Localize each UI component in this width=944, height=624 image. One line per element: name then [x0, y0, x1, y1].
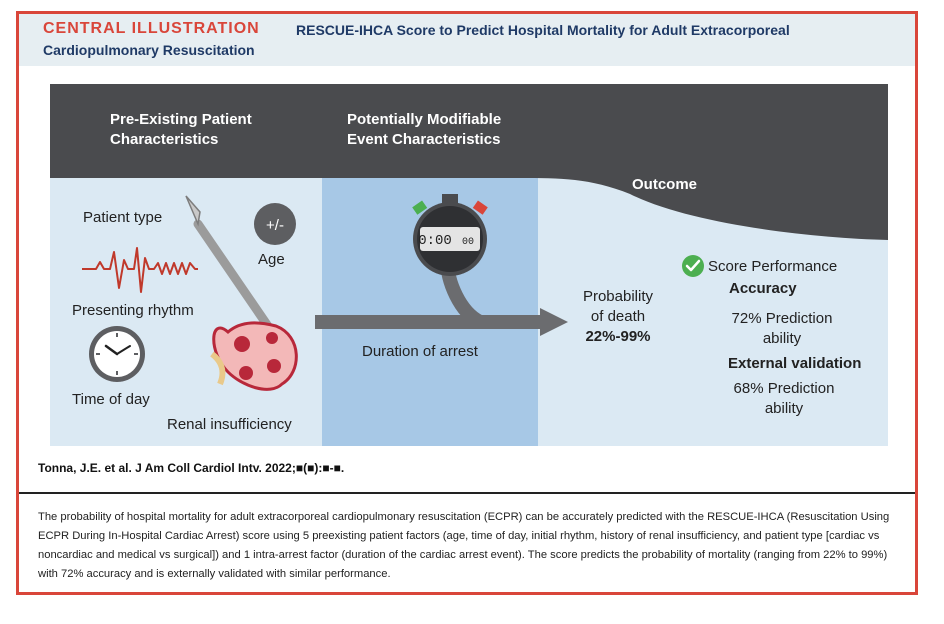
score-performance-label: Score Performance	[708, 258, 838, 275]
accuracy-value: 72% Prediction ability	[731, 310, 833, 347]
title-line-1: RESCUE-IHCA Score to Predict Hospital Mo…	[296, 22, 790, 38]
time-of-day-label: Time of day	[72, 391, 150, 408]
patient-type-label: Patient type	[83, 209, 163, 226]
checkmark-icon	[682, 255, 704, 277]
clock-icon	[89, 326, 145, 382]
presenting-rhythm-label: Presenting rhythm	[72, 302, 194, 319]
citation: Tonna, J.E. et al. J Am Coll Cardiol Int…	[38, 461, 345, 475]
pre-existing-heading: Pre-Existing Patient Characteristics	[110, 111, 252, 148]
ecg-rhythm-icon	[82, 247, 198, 293]
duration-of-arrest-label: Duration of arrest	[362, 343, 478, 360]
age-label: Age	[258, 251, 285, 268]
diagram-panel: +/-	[50, 84, 888, 446]
timeline-arrow-head	[540, 308, 568, 336]
scalpel-icon	[185, 195, 277, 337]
accuracy-heading: Accuracy	[729, 280, 797, 297]
probability-of-death: Probability of death 22%-99%	[582, 288, 654, 345]
external-validation-heading: External validation	[728, 355, 862, 372]
title-line-2: Cardiopulmonary Resuscitation	[43, 42, 255, 58]
modifiable-heading: Potentially Modifiable Event Characteris…	[347, 111, 502, 148]
kidney-icon	[210, 321, 298, 391]
svg-text:00: 00	[462, 237, 474, 248]
central-illustration-label: CENTRAL ILLUSTRATION	[43, 20, 260, 37]
diagram-graphics: +/-	[50, 84, 888, 446]
svg-text:0:00: 0:00	[418, 233, 452, 249]
dark-header-band	[50, 84, 888, 240]
external-validation-value: 68% Prediction ability	[733, 380, 835, 417]
outcome-heading: Outcome	[632, 176, 698, 193]
summary-text: The probability of hospital mortality fo…	[38, 511, 890, 580]
header-bar: CENTRAL ILLUSTRATION RESCUE-IHCA Score t…	[19, 14, 915, 66]
svg-text:+/-: +/-	[266, 217, 284, 234]
divider-line	[19, 492, 915, 494]
stopwatch-icon: 0:00 00	[412, 194, 488, 276]
renal-insufficiency-label: Renal insufficiency	[167, 416, 292, 433]
age-plus-minus-icon: +/-	[254, 203, 296, 245]
